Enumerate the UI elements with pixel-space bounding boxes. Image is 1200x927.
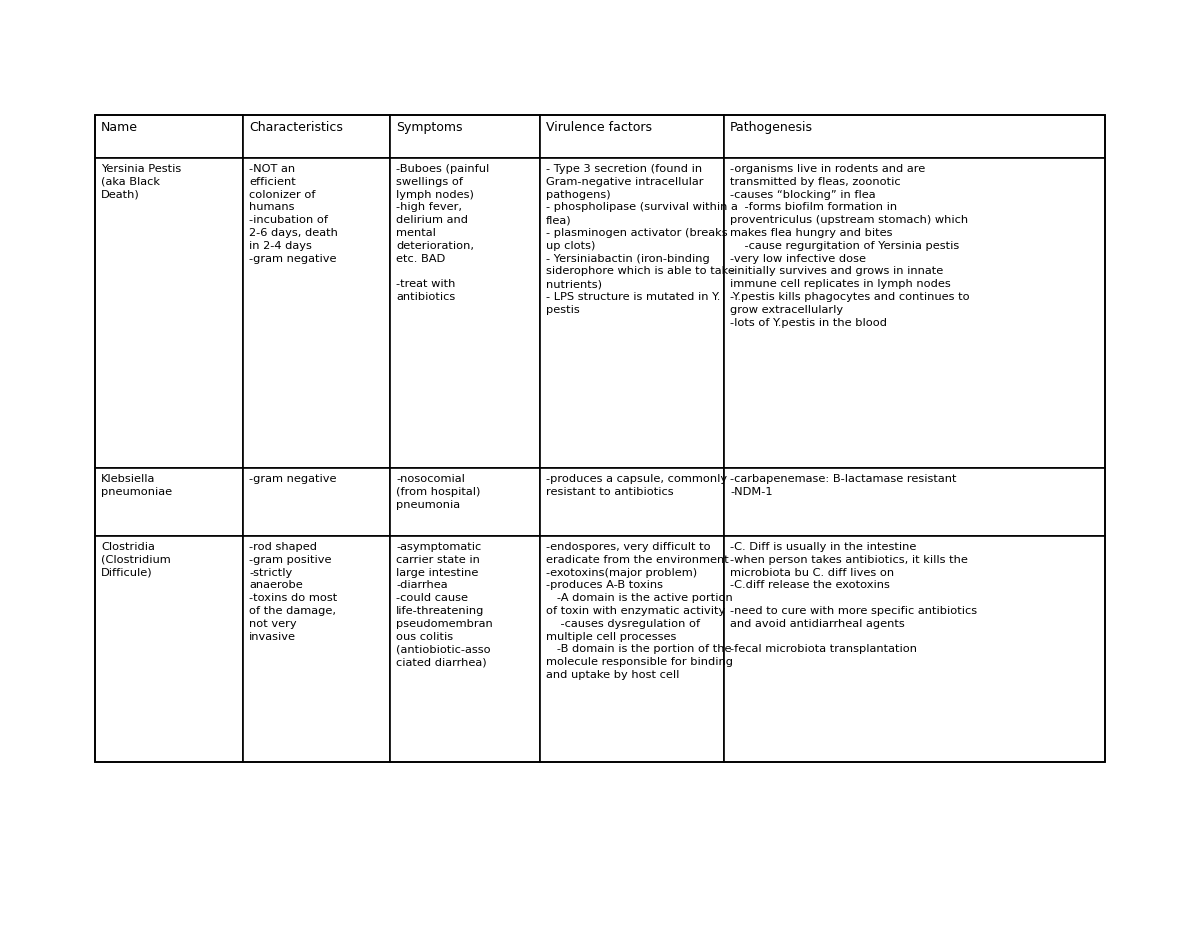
Bar — [540, 468, 724, 536]
Text: -endospores, very difficult to
eradicate from the environment
-exotoxins(major p: -endospores, very difficult to eradicate… — [546, 542, 733, 680]
Bar — [540, 115, 724, 158]
Text: Virulence factors: Virulence factors — [546, 121, 652, 134]
Bar — [724, 115, 1105, 158]
Text: -C. Diff is usually in the intestine
-when person takes antibiotics, it kills th: -C. Diff is usually in the intestine -wh… — [730, 542, 977, 654]
Text: -produces a capsule, commonly
resistant to antibiotics: -produces a capsule, commonly resistant … — [546, 474, 727, 497]
Text: Clostridia
(Clostridium
Difficule): Clostridia (Clostridium Difficule) — [101, 542, 170, 578]
Text: -nosocomial
(from hospital)
pneumonia: -nosocomial (from hospital) pneumonia — [396, 474, 480, 510]
Text: -asymptomatic
carrier state in
large intestine
-diarrhea
-could cause
life-threa: -asymptomatic carrier state in large int… — [396, 542, 493, 667]
Bar — [95, 115, 1105, 762]
Text: Yersinia Pestis
(aka Black
Death): Yersinia Pestis (aka Black Death) — [101, 164, 181, 199]
Bar — [95, 115, 242, 158]
Text: -carbapenemase: B-lactamase resistant
-NDM-1: -carbapenemase: B-lactamase resistant -N… — [730, 474, 956, 497]
Bar — [242, 115, 390, 158]
Text: -organisms live in rodents and are
transmitted by fleas, zoonotic
-causes “block: -organisms live in rodents and are trans… — [730, 164, 970, 327]
Text: -gram negative: -gram negative — [250, 474, 336, 484]
Bar — [390, 158, 540, 468]
Text: Klebsiella
pneumoniae: Klebsiella pneumoniae — [101, 474, 172, 497]
Text: Pathogenesis: Pathogenesis — [730, 121, 814, 134]
Text: -Buboes (painful
swellings of
lymph nodes)
-high fever,
delirium and
mental
dete: -Buboes (painful swellings of lymph node… — [396, 164, 490, 302]
Bar — [724, 536, 1105, 762]
Bar — [242, 158, 390, 468]
Text: -rod shaped
-gram positive
-strictly
anaerobe
-toxins do most
of the damage,
not: -rod shaped -gram positive -strictly ana… — [250, 542, 337, 641]
Bar — [95, 536, 242, 762]
Text: Characteristics: Characteristics — [250, 121, 343, 134]
Bar — [242, 468, 390, 536]
Text: - Type 3 secretion (found in
Gram-negative intracellular
pathogens)
- phospholip: - Type 3 secretion (found in Gram-negati… — [546, 164, 738, 315]
Bar — [95, 468, 242, 536]
Bar — [390, 536, 540, 762]
Bar — [390, 468, 540, 536]
Text: -NOT an
efficient
colonizer of
humans
-incubation of
2-6 days, death
in 2-4 days: -NOT an efficient colonizer of humans -i… — [250, 164, 338, 263]
Text: Symptoms: Symptoms — [396, 121, 462, 134]
Bar — [540, 536, 724, 762]
Bar — [242, 536, 390, 762]
Bar — [540, 158, 724, 468]
Text: Name: Name — [101, 121, 138, 134]
Bar — [95, 158, 242, 468]
Bar — [724, 158, 1105, 468]
Bar — [724, 468, 1105, 536]
Bar — [390, 115, 540, 158]
